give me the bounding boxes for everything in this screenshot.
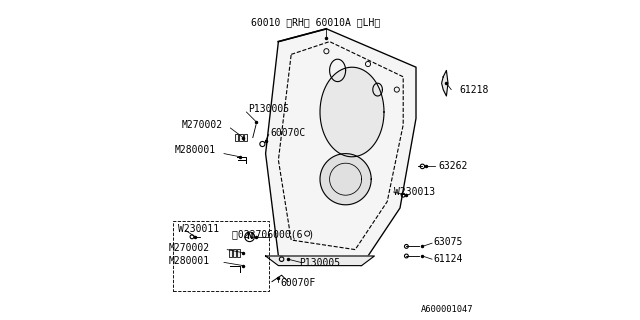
Text: A600001047: A600001047 bbox=[421, 305, 474, 314]
Polygon shape bbox=[266, 29, 416, 266]
Text: W230013: W230013 bbox=[394, 187, 435, 197]
Text: 60070F: 60070F bbox=[280, 278, 316, 288]
Text: 63075: 63075 bbox=[434, 236, 463, 247]
Text: ⓝ023706000(6 ): ⓝ023706000(6 ) bbox=[232, 229, 314, 239]
Bar bbox=[173, 221, 269, 291]
Text: M280001: M280001 bbox=[168, 256, 210, 266]
Text: 61124: 61124 bbox=[434, 254, 463, 264]
Text: 61218: 61218 bbox=[460, 84, 488, 95]
Bar bbox=[233, 249, 236, 257]
Text: M280001: M280001 bbox=[175, 145, 216, 156]
Text: 60010 〈RH〉 60010A 〈LH〉: 60010 〈RH〉 60010A 〈LH〉 bbox=[251, 17, 380, 28]
Text: M270002: M270002 bbox=[168, 243, 210, 253]
Bar bbox=[236, 134, 238, 141]
Bar bbox=[229, 249, 232, 257]
Bar bbox=[237, 249, 241, 257]
Text: N: N bbox=[246, 232, 253, 241]
Bar bbox=[244, 134, 247, 141]
Polygon shape bbox=[320, 67, 384, 157]
Bar bbox=[239, 134, 243, 141]
Polygon shape bbox=[266, 256, 374, 266]
Text: P130005: P130005 bbox=[248, 104, 289, 114]
Text: P130005: P130005 bbox=[300, 258, 340, 268]
Polygon shape bbox=[442, 70, 448, 96]
Text: M270002: M270002 bbox=[181, 120, 223, 130]
Text: W230011: W230011 bbox=[178, 224, 219, 234]
Polygon shape bbox=[320, 154, 371, 205]
Text: 60070C: 60070C bbox=[270, 128, 306, 138]
Text: 63262: 63262 bbox=[438, 161, 468, 172]
